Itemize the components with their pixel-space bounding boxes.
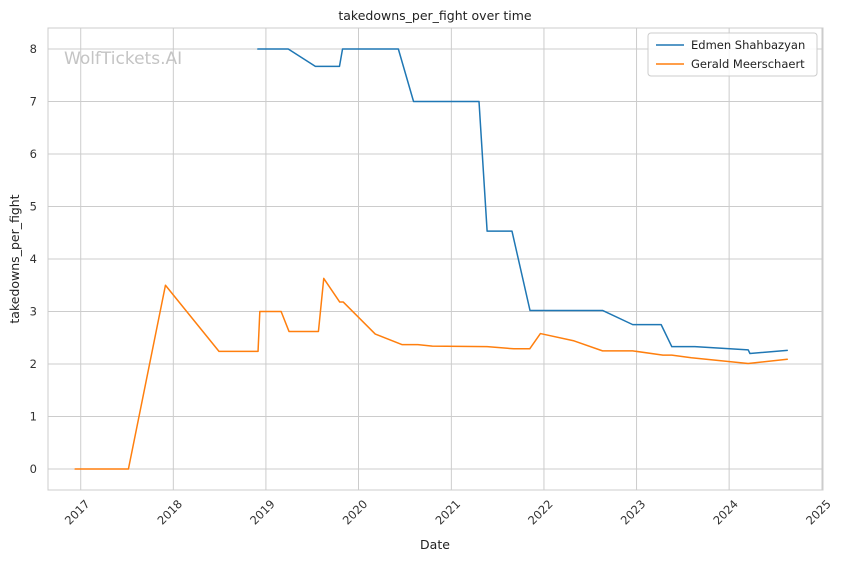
series-lines [74, 48, 788, 470]
grid-lines [48, 28, 823, 490]
y-tick-label: 6 [30, 147, 37, 161]
legend-box [647, 32, 818, 77]
legend-label-series-2: Gerald Meerschaert [691, 57, 805, 71]
series-line-1 [257, 48, 788, 355]
y-axis-title: takedowns_per_fight [7, 194, 22, 323]
y-tick-label: 2 [30, 357, 37, 371]
legend-label-series-1: Edmen Shahbazyan [691, 38, 805, 52]
y-tick-labels: 0 1 2 3 4 5 6 7 8 [30, 42, 37, 476]
y-tick-label: 5 [30, 200, 37, 214]
y-tick-label: 0 [30, 462, 37, 476]
legend: Edmen Shahbazyan Gerald Meerschaert [647, 32, 818, 77]
chart-title: takedowns_per_fight over time [338, 8, 532, 23]
x-axis-title: Date [420, 537, 450, 552]
y-tick-label: 3 [30, 305, 37, 319]
y-tick-label: 4 [30, 252, 37, 266]
y-tick-label: 7 [30, 95, 37, 109]
y-tick-label: 8 [30, 42, 37, 56]
watermark: WolfTickets.AI [64, 49, 182, 69]
series-line-2 [74, 277, 788, 470]
plot-frame [47, 27, 824, 491]
y-tick-label: 1 [30, 410, 37, 424]
